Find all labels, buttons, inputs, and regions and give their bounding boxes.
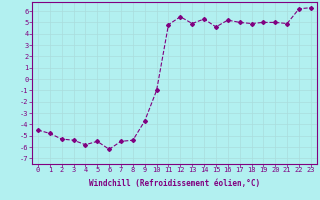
X-axis label: Windchill (Refroidissement éolien,°C): Windchill (Refroidissement éolien,°C): [89, 179, 260, 188]
